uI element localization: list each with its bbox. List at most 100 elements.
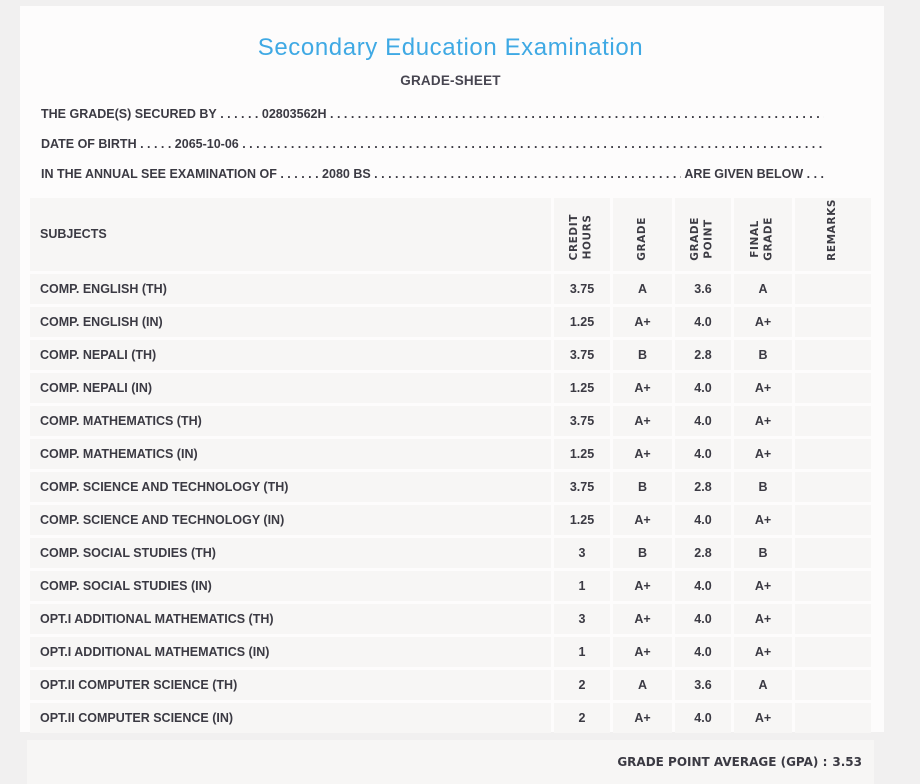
grade-point-cell: 4.0 xyxy=(675,405,731,436)
gpa-label: GRADE POINT AVERAGE (GPA) : xyxy=(617,754,828,769)
column-header-grade-point: GRADE POINT xyxy=(675,198,731,271)
credit-hours-cell: 1 xyxy=(554,636,610,667)
grade-cell: A+ xyxy=(613,504,672,535)
subject-cell: COMP. ENGLISH (IN) xyxy=(30,306,551,337)
grade-cell: A+ xyxy=(613,636,672,667)
table-row: COMP. NEPALI (TH) 3.75 B 2.8 B xyxy=(30,339,871,370)
column-header-subjects: SUBJECTS xyxy=(30,198,551,271)
remarks-cell xyxy=(795,471,871,502)
table-row: COMP. MATHEMATICS (TH) 3.75 A+ 4.0 A+ xyxy=(30,405,871,436)
grade-cell: B xyxy=(613,471,672,502)
gpa-value: 3.53 xyxy=(832,754,862,769)
grade-point-cell: 2.8 xyxy=(675,471,731,502)
credit-hours-cell: 3.75 xyxy=(554,273,610,304)
dotted-fill: . . . . . . . . . . . . . . . . . . . . … xyxy=(242,137,823,151)
dotted-fill: . . . . . . . . . . . . . . . . . . . . … xyxy=(374,167,681,181)
credit-hours-cell: 1.25 xyxy=(554,438,610,469)
page-title: Secondary Education Examination xyxy=(257,34,644,61)
final-grade-cell: B xyxy=(734,471,792,502)
subject-cell: COMP. MATHEMATICS (TH) xyxy=(30,405,551,436)
remarks-cell xyxy=(795,438,871,469)
final-grade-cell: A+ xyxy=(734,372,792,403)
grade-point-cell: 4.0 xyxy=(675,603,731,634)
table-row: COMP. SCIENCE AND TECHNOLOGY (IN) 1.25 A… xyxy=(30,504,871,535)
remarks-cell xyxy=(795,636,871,667)
column-header-remarks: REMARKS xyxy=(795,198,871,271)
final-grade-cell: A+ xyxy=(734,438,792,469)
remarks-cell xyxy=(795,273,871,304)
final-grade-cell: B xyxy=(734,339,792,370)
subject-cell: OPT.II COMPUTER SCIENCE (IN) xyxy=(30,702,551,733)
final-grade-cell: A+ xyxy=(734,603,792,634)
grade-point-cell: 4.0 xyxy=(675,702,731,733)
info-line-grades-secured-by: THE GRADE(S) SECURED BY . . . . . . 0280… xyxy=(41,99,824,129)
credit-hours-cell: 1.25 xyxy=(554,372,610,403)
table-row: COMP. NEPALI (IN) 1.25 A+ 4.0 A+ xyxy=(30,372,871,403)
final-grade-cell: B xyxy=(734,537,792,568)
grade-cell: A+ xyxy=(613,372,672,403)
credit-hours-cell: 1.25 xyxy=(554,504,610,535)
remarks-cell xyxy=(795,306,871,337)
remarks-cell xyxy=(795,339,871,370)
grade-cell: A+ xyxy=(613,438,672,469)
remarks-cell xyxy=(795,669,871,700)
final-grade-cell: A+ xyxy=(734,504,792,535)
dotted-fill: . . . . . . . . . . . . . . . . . . . . … xyxy=(330,107,824,121)
date-of-birth-label: DATE OF BIRTH xyxy=(41,137,137,151)
table-row: OPT.II COMPUTER SCIENCE (IN) 2 A+ 4.0 A+ xyxy=(30,702,871,733)
grade-point-cell: 4.0 xyxy=(675,504,731,535)
grade-sheet-subtitle: GRADE-SHEET xyxy=(400,73,501,88)
final-grade-cell: A xyxy=(734,273,792,304)
final-grade-cell: A xyxy=(734,669,792,700)
credit-hours-cell: 1.25 xyxy=(554,306,610,337)
subject-cell: COMP. SOCIAL STUDIES (IN) xyxy=(30,570,551,601)
credit-hours-cell: 2 xyxy=(554,702,610,733)
candidate-info: THE GRADE(S) SECURED BY . . . . . . 0280… xyxy=(41,99,824,189)
subject-cell: COMP. ENGLISH (TH) xyxy=(30,273,551,304)
grade-point-cell: 3.6 xyxy=(675,669,731,700)
subject-cell: COMP. NEPALI (IN) xyxy=(30,372,551,403)
grades-secured-by-label: THE GRADE(S) SECURED BY xyxy=(41,107,217,121)
grade-point-cell: 4.0 xyxy=(675,372,731,403)
grade-point-cell: 2.8 xyxy=(675,339,731,370)
are-given-below-label: ARE GIVEN BELOW . . . xyxy=(681,167,824,181)
table-header-row: SUBJECTS CREDIT HOURS GRADE GRADE POINT … xyxy=(30,198,871,271)
table-row: COMP. MATHEMATICS (IN) 1.25 A+ 4.0 A+ xyxy=(30,438,871,469)
credit-hours-cell: 3 xyxy=(554,603,610,634)
grade-point-cell: 4.0 xyxy=(675,636,731,667)
credit-hours-cell: 2 xyxy=(554,669,610,700)
subject-cell: OPT.I ADDITIONAL MATHEMATICS (TH) xyxy=(30,603,551,634)
grade-cell: A+ xyxy=(613,702,672,733)
table-row: COMP. ENGLISH (IN) 1.25 A+ 4.0 A+ xyxy=(30,306,871,337)
grade-point-cell: 2.8 xyxy=(675,537,731,568)
date-of-birth-value: 2065-10-06 xyxy=(174,137,239,151)
column-header-grade: GRADE xyxy=(613,198,672,271)
grade-cell: B xyxy=(613,339,672,370)
dotted-separator: . . . . . xyxy=(136,137,175,151)
subject-cell: COMP. MATHEMATICS (IN) xyxy=(30,438,551,469)
remarks-cell xyxy=(795,372,871,403)
credit-hours-cell: 3.75 xyxy=(554,471,610,502)
final-grade-cell: A+ xyxy=(734,405,792,436)
credit-hours-cell: 3.75 xyxy=(554,405,610,436)
grade-cell: A+ xyxy=(613,603,672,634)
dotted-separator: . . . . . . xyxy=(216,107,262,121)
table-row: OPT.I ADDITIONAL MATHEMATICS (TH) 3 A+ 4… xyxy=(30,603,871,634)
remarks-cell xyxy=(795,504,871,535)
subject-cell: COMP. SCIENCE AND TECHNOLOGY (TH) xyxy=(30,471,551,502)
grades-table: SUBJECTS CREDIT HOURS GRADE GRADE POINT … xyxy=(27,195,874,736)
grade-cell: A+ xyxy=(613,570,672,601)
column-header-credit-hours: CREDIT HOURS xyxy=(554,198,610,271)
grade-point-cell: 4.0 xyxy=(675,570,731,601)
subject-cell: COMP. NEPALI (TH) xyxy=(30,339,551,370)
grade-cell: A+ xyxy=(613,405,672,436)
grade-cell: A xyxy=(613,669,672,700)
table-row: COMP. SOCIAL STUDIES (IN) 1 A+ 4.0 A+ xyxy=(30,570,871,601)
table-row: COMP. SOCIAL STUDIES (TH) 3 B 2.8 B xyxy=(30,537,871,568)
info-line-date-of-birth: DATE OF BIRTH . . . . . 2065-10-06 . . .… xyxy=(41,129,824,159)
remarks-cell xyxy=(795,537,871,568)
dotted-separator: . . . . . . xyxy=(276,167,323,181)
info-line-examination-year: IN THE ANNUAL SEE EXAMINATION OF . . . .… xyxy=(41,159,824,189)
grade-point-cell: 4.0 xyxy=(675,438,731,469)
final-grade-cell: A+ xyxy=(734,702,792,733)
